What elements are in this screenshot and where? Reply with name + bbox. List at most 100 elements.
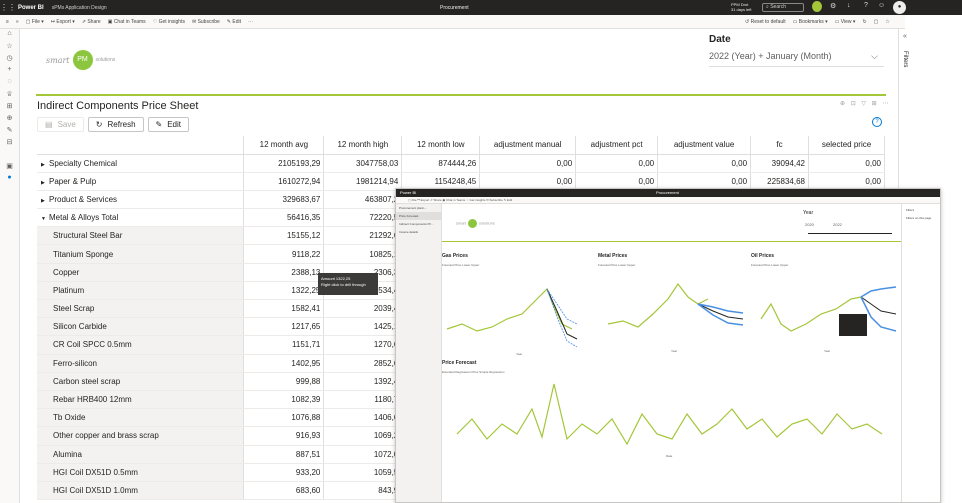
date-slicer-dropdown[interactable]: 2022 (Year) + January (Month) ⌵: [709, 51, 884, 67]
row-label-cell[interactable]: Other copper and brass scrap: [37, 426, 245, 446]
avatar[interactable]: ●: [893, 1, 906, 14]
table-cell[interactable]: 1217,65: [243, 317, 325, 337]
column-header[interactable]: fc: [750, 136, 809, 155]
more-options-icon[interactable]: ⋯: [248, 18, 254, 25]
goals-icon[interactable]: ♕: [6, 91, 13, 98]
column-header[interactable]: adjustment pct: [575, 136, 659, 155]
search-input[interactable]: ⌕ Search: [762, 3, 804, 12]
row-label-cell[interactable]: HGI Coil DX51D 0.5mm: [37, 463, 245, 482]
bookmarks-menu[interactable]: ▭ Bookmarks ▾: [792, 18, 828, 25]
table-cell[interactable]: 1069,2: [323, 426, 403, 446]
table-cell[interactable]: 1425,1: [323, 317, 403, 337]
table-cell[interactable]: 683,60: [243, 481, 325, 501]
feedback-icon[interactable]: ☺: [878, 2, 886, 9]
learn-icon[interactable]: ✎: [6, 127, 13, 134]
table-cell[interactable]: 2852,6: [323, 354, 403, 373]
expand-icon[interactable]: »: [15, 18, 19, 25]
table-cell[interactable]: 887,51: [243, 445, 325, 464]
table-cell[interactable]: 1610272,94: [243, 172, 325, 191]
save-button[interactable]: ▤ Save: [37, 117, 84, 132]
row-label-cell[interactable]: Steel Scrap: [37, 299, 245, 319]
table-cell[interactable]: 0,00: [657, 154, 752, 173]
column-header[interactable]: 12 month high: [323, 136, 403, 155]
table-cell[interactable]: 1582,41: [243, 299, 325, 319]
date-slicer[interactable]: Date 2022 (Year) + January (Month) ⌵: [709, 34, 884, 67]
refresh-icon[interactable]: ↻: [862, 18, 867, 25]
row-label-cell[interactable]: Carbon steel scrap: [37, 372, 245, 391]
row-label-cell[interactable]: Structural Steel Bar: [37, 226, 245, 246]
table-cell[interactable]: 1322,25: [243, 281, 325, 301]
table-cell[interactable]: 999,88: [243, 372, 325, 391]
table-cell[interactable]: 1392,4: [323, 372, 403, 391]
create-icon[interactable]: +: [7, 66, 12, 73]
share-button[interactable]: ⇗ Share: [81, 18, 101, 25]
chevron-down-icon[interactable]: ⌵: [871, 51, 878, 61]
edit-button[interactable]: ✎ Edit: [147, 117, 190, 132]
row-label-cell[interactable]: Tb Oxide: [37, 408, 245, 428]
current-workspace-icon[interactable]: ●: [7, 174, 12, 181]
column-header[interactable]: selected price: [808, 136, 885, 155]
table-cell[interactable]: 874444,26: [401, 154, 481, 173]
expand-caret-icon[interactable]: ▶: [41, 161, 45, 168]
workspaces-icon[interactable]: ⊟: [6, 139, 13, 146]
collapse-caret-icon[interactable]: ▼: [41, 216, 46, 223]
collapse-filters-icon[interactable]: «: [903, 33, 907, 40]
row-label-cell[interactable]: ▼ Metal & Alloys Total: [37, 208, 245, 228]
table-cell[interactable]: 2388,13: [243, 263, 325, 282]
table-cell[interactable]: 1270,6: [323, 335, 403, 355]
visual-header-icons[interactable]: ⊕ ⊡ ▽ ⊞ ⋯: [840, 101, 891, 107]
edit-button[interactable]: ✎ Edit: [226, 18, 242, 25]
table-cell[interactable]: 1402,95: [243, 354, 325, 373]
table-cell[interactable]: 916,93: [243, 426, 325, 446]
row-label-cell[interactable]: ▶ Product & Services: [37, 190, 245, 210]
workspace-name[interactable]: sPMs Application Design: [51, 4, 107, 11]
app-launcher-icon[interactable]: ⋮⋮: [0, 3, 16, 12]
row-label-cell[interactable]: ▶ Specialty Chemical: [37, 154, 245, 173]
table-cell[interactable]: 933,20: [243, 463, 325, 482]
download-icon[interactable]: ↓: [847, 2, 851, 9]
table-cell[interactable]: 1072,0: [323, 445, 403, 464]
notification-icon[interactable]: [812, 1, 822, 12]
table-cell[interactable]: 21292,6: [323, 226, 403, 246]
table-cell[interactable]: 2039,4: [323, 299, 403, 319]
expand-caret-icon[interactable]: ▶: [41, 179, 45, 186]
table-cell[interactable]: 1059,5: [323, 463, 403, 482]
table-cell[interactable]: 1981214,94: [323, 172, 403, 191]
table-cell[interactable]: 1406,6: [323, 408, 403, 428]
table-cell[interactable]: 3047758,03: [323, 154, 403, 173]
row-label-cell[interactable]: Alumina: [37, 445, 245, 464]
row-label-cell[interactable]: HGI Coil DX51D 1.0mm: [37, 481, 245, 501]
workspace-icon[interactable]: ▣: [6, 163, 13, 170]
column-header[interactable]: 12 month avg: [243, 136, 325, 155]
table-cell[interactable]: 1076,88: [243, 408, 325, 428]
favorites-icon[interactable]: ☆: [6, 43, 13, 50]
row-label-cell[interactable]: Rebar HRB400 12mm: [37, 390, 245, 410]
chat-in-teams-button[interactable]: ▣ Chat in Teams: [107, 18, 146, 25]
row-label-cell[interactable]: Ferro-silicon: [37, 354, 245, 373]
table-cell[interactable]: 843,9: [323, 481, 403, 501]
home-icon[interactable]: ⌂: [7, 30, 12, 37]
table-cell[interactable]: 1180,7: [323, 390, 403, 410]
row-label-cell[interactable]: CR Coil SPCC 0.5mm: [37, 335, 245, 355]
app-name[interactable]: Power BI: [18, 4, 44, 11]
column-header[interactable]: 12 month low: [401, 136, 481, 155]
row-label-cell[interactable]: Silicon Carbide: [37, 317, 245, 337]
table-cell[interactable]: 0,00: [479, 154, 577, 173]
settings-icon[interactable]: ⚙: [830, 3, 837, 10]
apps-icon[interactable]: ⊞: [6, 103, 13, 110]
table-cell[interactable]: 10825,1: [323, 244, 403, 264]
table-cell[interactable]: 0,00: [808, 154, 885, 173]
table-cell[interactable]: 1082,39: [243, 390, 325, 410]
expand-caret-icon[interactable]: ▶: [41, 197, 45, 204]
view-menu[interactable]: ▭ View ▾: [834, 18, 856, 25]
filters-label[interactable]: Filters: [902, 51, 908, 68]
table-cell[interactable]: 72220,5: [323, 208, 403, 228]
table-cell[interactable]: 15155,12: [243, 226, 325, 246]
comment-icon[interactable]: ▢: [873, 18, 879, 25]
subscribe-button[interactable]: ✉ Subscribe: [191, 18, 220, 25]
table-cell[interactable]: 329683,67: [243, 190, 325, 210]
column-header[interactable]: adjustment value: [657, 136, 752, 155]
row-label-cell[interactable]: Platinum: [37, 281, 245, 301]
export-menu[interactable]: ↦ Export ▾: [50, 18, 75, 25]
row-label-cell[interactable]: Titanium Sponge: [37, 244, 245, 264]
